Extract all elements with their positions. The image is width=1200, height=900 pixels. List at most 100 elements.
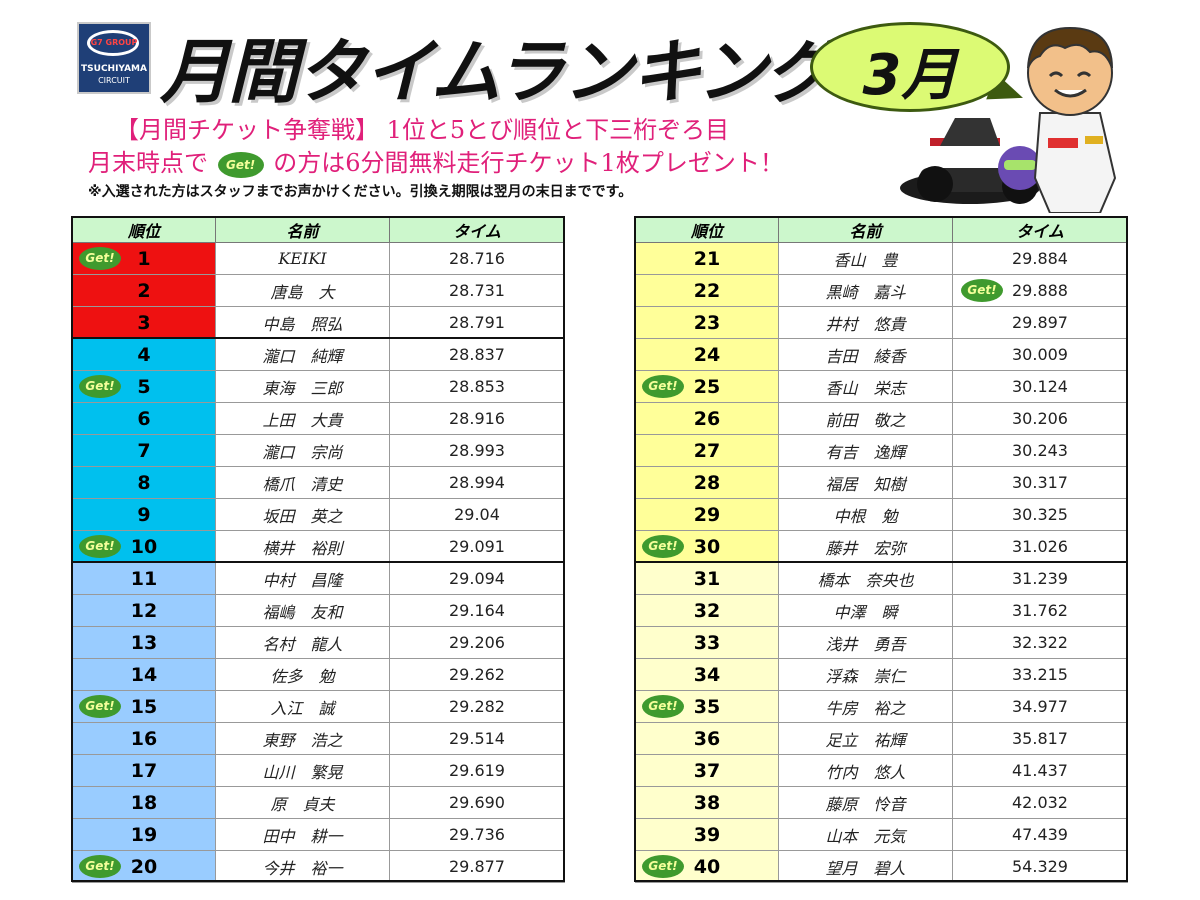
lap-time: 41.437 bbox=[1012, 761, 1068, 780]
table-row: 33 浅井 勇吾 32.322 bbox=[635, 626, 1128, 659]
rank-cell: Get! 1 bbox=[72, 242, 216, 275]
notice-text: ※入選された方はスタッフまでお声かけください。引換え期限は翌月の末日までです。 bbox=[88, 184, 633, 200]
lap-time: 28.993 bbox=[449, 441, 505, 460]
lap-time: 29.04 bbox=[454, 505, 500, 524]
lap-time: 29.514 bbox=[449, 729, 505, 748]
table-row: 9 坂田 英之 29.04 bbox=[72, 498, 565, 531]
rank-cell: Get! 25 bbox=[635, 370, 779, 403]
lap-time-cell: 31.026 bbox=[952, 530, 1128, 563]
header-name: 名前 bbox=[215, 217, 390, 243]
rank-number: 20 bbox=[130, 855, 158, 878]
lap-time-cell: 42.032 bbox=[952, 786, 1128, 819]
lap-time-cell: 29.736 bbox=[389, 818, 565, 851]
rank-cell: 2 bbox=[72, 274, 216, 307]
driver-name: 竹内 悠人 bbox=[778, 754, 953, 787]
rank-cell: 12 bbox=[72, 594, 216, 627]
table-row: 24 吉田 綾香 30.009 bbox=[635, 338, 1128, 371]
lap-time-cell: 28.716 bbox=[389, 242, 565, 275]
get-badge-icon: Get! bbox=[79, 535, 121, 558]
rank-cell: 4 bbox=[72, 338, 216, 371]
rank-cell: 11 bbox=[72, 562, 216, 595]
rank-number: 36 bbox=[693, 727, 721, 750]
table-row: 7 瀧口 宗尚 28.993 bbox=[72, 434, 565, 467]
rank-number: 19 bbox=[130, 823, 158, 846]
rank-number: 34 bbox=[693, 663, 721, 686]
rank-cell: Get! 35 bbox=[635, 690, 779, 723]
rank-cell: Get! 10 bbox=[72, 530, 216, 563]
driver-name: 名村 龍人 bbox=[215, 626, 390, 659]
get-badge-icon: Get! bbox=[642, 695, 684, 718]
driver-name: 望月 碧人 bbox=[778, 850, 953, 883]
table-row: 34 浮森 崇仁 33.215 bbox=[635, 658, 1128, 691]
rank-number: 4 bbox=[137, 343, 151, 366]
driver-name: 福嶋 友和 bbox=[215, 594, 390, 627]
table-row: 23 井村 悠貴 29.897 bbox=[635, 306, 1128, 339]
table-row: 2 唐島 大 28.731 bbox=[72, 274, 565, 307]
logo-brand: G7 GROUP bbox=[90, 38, 138, 47]
driver-name: 吉田 綾香 bbox=[778, 338, 953, 371]
rank-number: 6 bbox=[137, 407, 151, 430]
table-row: 28 福居 知樹 30.317 bbox=[635, 466, 1128, 499]
driver-name: 山本 元気 bbox=[778, 818, 953, 851]
table-row: 29 中根 勉 30.325 bbox=[635, 498, 1128, 531]
lap-time: 29.736 bbox=[449, 825, 505, 844]
driver-name: 井村 悠貴 bbox=[778, 306, 953, 339]
rank-number: 8 bbox=[137, 471, 151, 494]
rank-cell: 22 bbox=[635, 274, 779, 307]
rank-number: 30 bbox=[693, 535, 721, 558]
get-badge-icon: Get! bbox=[642, 535, 684, 558]
header-time: タイム bbox=[389, 217, 565, 243]
rank-number: 40 bbox=[693, 855, 721, 878]
rank-cell: Get! 40 bbox=[635, 850, 779, 883]
driver-name: 牛房 裕之 bbox=[778, 690, 953, 723]
table-row: Get! 30 藤井 宏弥 31.026 bbox=[635, 530, 1128, 563]
lap-time-cell: 33.215 bbox=[952, 658, 1128, 691]
driver-name: 香山 豊 bbox=[778, 242, 953, 275]
lap-time: 28.853 bbox=[449, 377, 505, 396]
table-row: 22 黒崎 嘉斗 Get! 29.888 bbox=[635, 274, 1128, 307]
rank-number: 22 bbox=[693, 279, 721, 302]
driver-name: 横井 裕則 bbox=[215, 530, 390, 563]
separator-right-30 bbox=[635, 561, 1127, 563]
lap-time: 29.619 bbox=[449, 761, 505, 780]
lap-time: 29.877 bbox=[449, 857, 505, 876]
driver-name: 有吉 逸輝 bbox=[778, 434, 953, 467]
lap-time: 30.009 bbox=[1012, 345, 1068, 364]
rank-number: 24 bbox=[693, 343, 721, 366]
driver-name: 上田 大貴 bbox=[215, 402, 390, 435]
rank-number: 38 bbox=[693, 791, 721, 814]
lap-time-cell: 41.437 bbox=[952, 754, 1128, 787]
table-row: 17 山川 繁晃 29.619 bbox=[72, 754, 565, 787]
rank-number: 18 bbox=[130, 791, 158, 814]
lap-time-cell: 31.239 bbox=[952, 562, 1128, 595]
rank-cell: 27 bbox=[635, 434, 779, 467]
get-badge-icon: Get! bbox=[79, 247, 121, 270]
lap-time-cell: 29.206 bbox=[389, 626, 565, 659]
rank-number: 11 bbox=[130, 567, 158, 590]
rank-number: 1 bbox=[137, 247, 151, 270]
rank-number: 7 bbox=[137, 439, 151, 462]
driver-name: KEIKI bbox=[215, 242, 390, 275]
driver-name: 坂田 英之 bbox=[215, 498, 390, 531]
rank-number: 26 bbox=[693, 407, 721, 430]
lap-time: 29.262 bbox=[449, 665, 505, 684]
lap-time: 30.124 bbox=[1012, 377, 1068, 396]
table-row: Get! 5 東海 三郎 28.853 bbox=[72, 370, 565, 403]
rank-number: 10 bbox=[130, 535, 158, 558]
rank-cell: 7 bbox=[72, 434, 216, 467]
get-badge-icon: Get! bbox=[642, 855, 684, 878]
lap-time-cell: 54.329 bbox=[952, 850, 1128, 883]
lap-time: 29.690 bbox=[449, 793, 505, 812]
driver-name: 浅井 勇吾 bbox=[778, 626, 953, 659]
rank-number: 39 bbox=[693, 823, 721, 846]
lap-time-cell: 29.094 bbox=[389, 562, 565, 595]
table-row: Get! 1 KEIKI 28.716 bbox=[72, 242, 565, 275]
month-bubble bbox=[810, 22, 1010, 112]
lap-time: 31.762 bbox=[1012, 601, 1068, 620]
rank-cell: 3 bbox=[72, 306, 216, 339]
table-row: Get! 20 今井 裕一 29.877 bbox=[72, 850, 565, 883]
table-row: 16 東野 浩之 29.514 bbox=[72, 722, 565, 755]
table-row: Get! 10 横井 裕則 29.091 bbox=[72, 530, 565, 563]
lap-time-cell: 30.206 bbox=[952, 402, 1128, 435]
rank-number: 14 bbox=[130, 663, 158, 686]
